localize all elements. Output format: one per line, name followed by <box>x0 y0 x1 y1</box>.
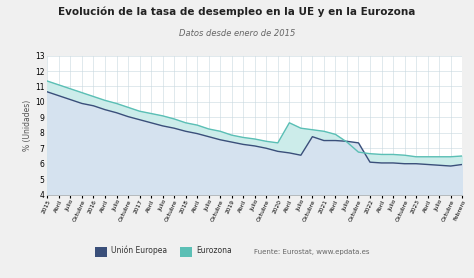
Text: Fuente: Eurostat, www.epdata.es: Fuente: Eurostat, www.epdata.es <box>254 249 369 255</box>
Y-axis label: % (Unidades): % (Unidades) <box>23 100 32 151</box>
Text: Datos desde enero de 2015: Datos desde enero de 2015 <box>179 29 295 38</box>
Text: Unión Europea: Unión Europea <box>111 245 167 255</box>
Text: Eurozona: Eurozona <box>197 246 232 255</box>
Text: Evolución de la tasa de desempleo en la UE y en la Eurozona: Evolución de la tasa de desempleo en la … <box>58 7 416 18</box>
